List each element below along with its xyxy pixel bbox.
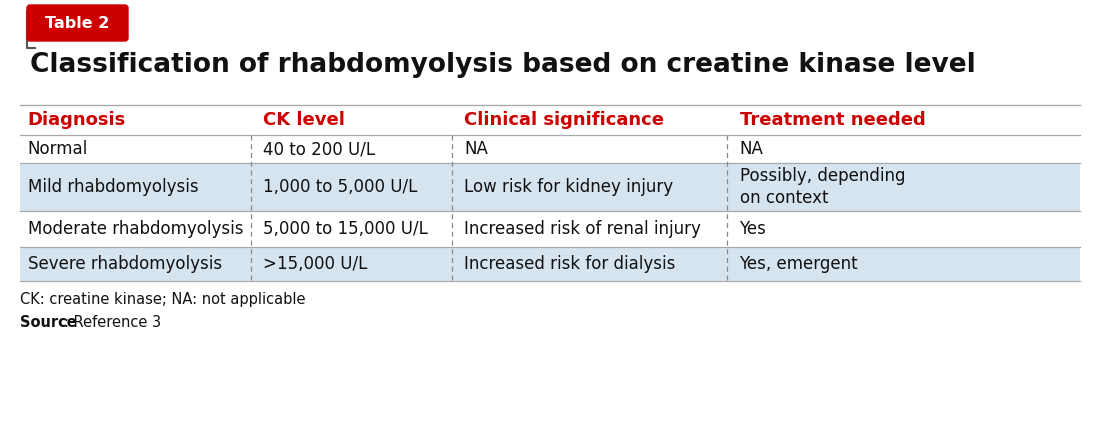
Text: Severe rhabdomyolysis: Severe rhabdomyolysis [28,255,222,273]
Text: Possibly, depending
on context: Possibly, depending on context [739,167,905,207]
Text: Source: Source [20,315,77,330]
Bar [20,211,1080,247]
Text: CK: creatine kinase; NA: not applicable: CK: creatine kinase; NA: not applicable [20,292,306,307]
Text: Table 2: Table 2 [45,16,110,31]
Text: Mild rhabdomyolysis: Mild rhabdomyolysis [28,178,198,196]
Bar [20,247,1080,281]
Text: Moderate rhabdomyolysis: Moderate rhabdomyolysis [28,220,243,238]
Text: >15,000 U/L: >15,000 U/L [263,255,367,273]
Text: Clinical significance: Clinical significance [464,111,664,129]
Text: Yes: Yes [739,220,767,238]
Text: NA: NA [464,140,488,158]
Text: Low risk for kidney injury: Low risk for kidney injury [464,178,673,196]
Text: CK level: CK level [263,111,345,129]
Text: Classification of rhabdomyolysis based on creatine kinase level: Classification of rhabdomyolysis based o… [30,52,976,78]
Text: Treatment needed: Treatment needed [739,111,925,129]
Text: 5,000 to 15,000 U/L: 5,000 to 15,000 U/L [263,220,428,238]
Text: Increased risk of renal injury: Increased risk of renal injury [464,220,702,238]
Bar [20,105,1080,135]
Text: NA: NA [739,140,763,158]
Bar [20,163,1080,211]
Text: Yes, emergent: Yes, emergent [739,255,858,273]
Text: 1,000 to 5,000 U/L: 1,000 to 5,000 U/L [263,178,418,196]
Bar [20,135,1080,163]
Text: Normal: Normal [28,140,88,158]
Text: Diagnosis: Diagnosis [28,111,126,129]
Text: Increased risk for dialysis: Increased risk for dialysis [464,255,675,273]
Text: 40 to 200 U/L: 40 to 200 U/L [263,140,375,158]
Text: : Reference 3: : Reference 3 [64,315,161,330]
FancyBboxPatch shape [28,5,128,41]
